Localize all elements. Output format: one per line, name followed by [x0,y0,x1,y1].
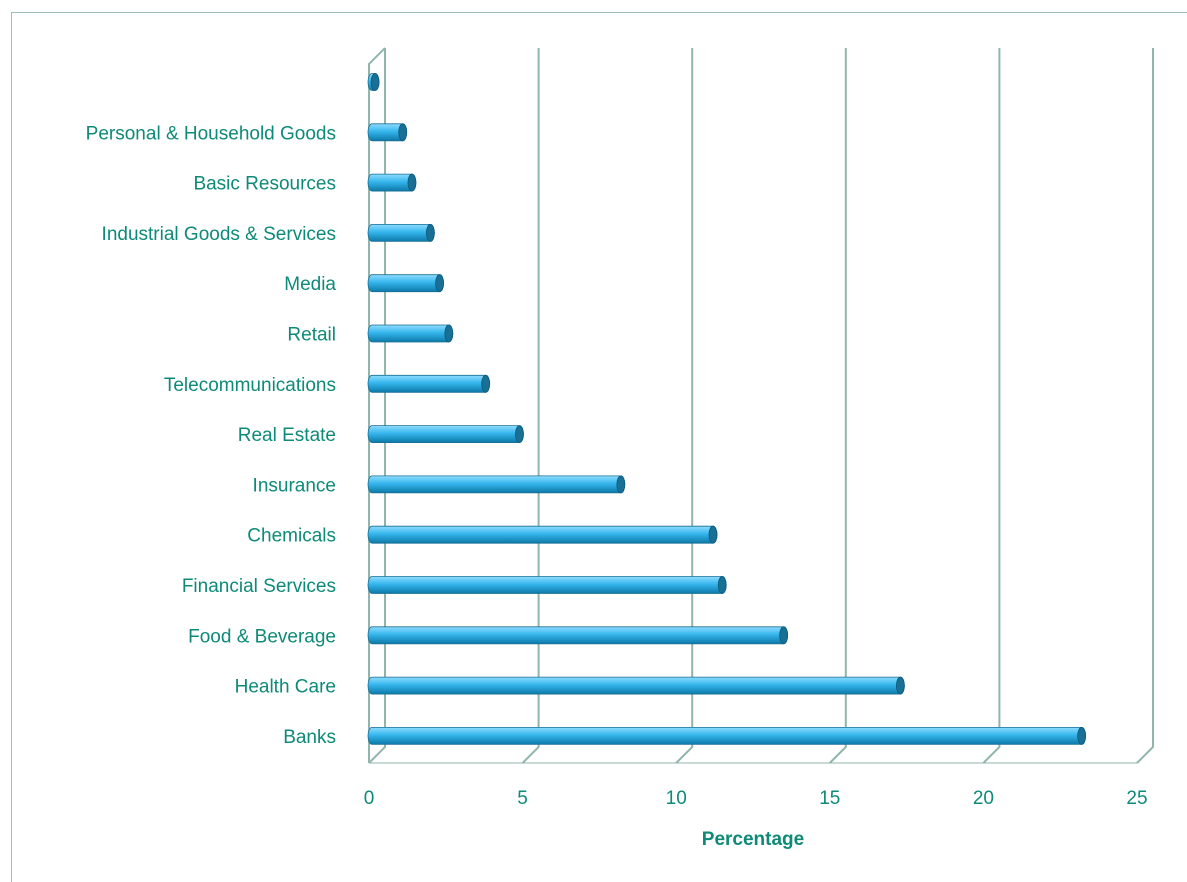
bar-cap [407,173,417,192]
bar-banks [367,727,1087,745]
category-label: Food & Beverage [188,626,336,647]
bar-cap [425,223,435,242]
bar-body [367,576,727,594]
bar-cap [616,475,626,494]
x-tick-label: 10 [666,788,687,809]
x-tick-label: 25 [1126,788,1147,809]
bar-insurance [367,475,626,494]
x-tick-label: 0 [364,788,375,809]
category-label: Real Estate [238,425,336,446]
bar-cap [708,525,718,544]
bar-body [367,727,1086,745]
bar-telecommunications [367,374,491,393]
category-label: Chemicals [247,526,336,547]
category-label: Insurance [253,475,336,496]
gridlines [368,47,1154,764]
bar-body [367,374,491,393]
gridline-0 [368,48,386,764]
bars [367,73,1087,745]
bar-cap [370,73,380,91]
gridline-10 [675,48,694,764]
bar-unlabeled [367,73,380,91]
bar-cap [515,425,524,444]
category-label: Basic Resources [193,174,336,195]
bar-body [367,425,524,443]
bar-chemicals [367,525,718,544]
bar-cap [1077,727,1087,745]
y-axis-wall [368,47,386,763]
gridline-15 [829,48,847,764]
chart-frame [11,12,1187,882]
category-label: Banks [283,727,336,748]
bar-body [367,626,789,645]
x-tick-label: 20 [973,788,994,809]
bar-real-estate [367,425,524,444]
category-label: Financial Services [182,576,336,597]
bar-body [367,525,718,544]
bar-cap [444,324,454,343]
bar-cap [435,274,444,293]
gridline-25 [1136,48,1154,764]
category-label: Retail [287,325,336,346]
bar-body [367,475,626,494]
x-axis-title: Percentage [702,829,804,850]
x-tick-label: 5 [517,788,528,809]
bar-retail [367,324,454,343]
bar-cap [895,676,905,695]
bar-cap [481,374,491,393]
x-tick-label: 15 [819,788,840,809]
bar-body [367,224,435,242]
category-labels: Personal & Household Goods Basic Resource… [86,123,337,748]
bar-body [367,676,905,695]
category-label: Telecommunications [164,375,336,396]
x-tick-labels: 0 5 10 15 20 25 [364,788,1148,809]
bar-media [367,274,444,293]
gridline-20 [982,48,1001,764]
bar-financial-services [367,576,727,594]
bar-basic-resources [367,173,417,192]
bar-personal-household-goods [367,123,408,142]
bar-body [367,324,454,343]
bar-cap [779,626,789,645]
bar-health-care [367,676,905,695]
bar-food-beverage [367,626,789,645]
category-label: Health Care [235,677,336,698]
bar-body [367,274,444,293]
category-label: Personal & Household Goods [86,123,336,144]
bar-cap [717,576,727,594]
category-label: Media [284,274,336,295]
category-label: Industrial Goods & Services [102,224,336,245]
bar-cap [398,123,408,142]
gridline-5 [521,48,540,764]
bar-industrial-goods-services [367,223,435,242]
